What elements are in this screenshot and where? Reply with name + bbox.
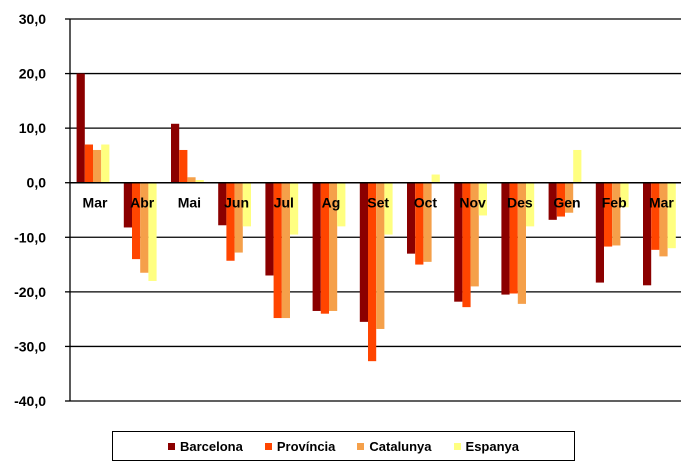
bar-barcelona-mar: [643, 182, 652, 286]
bar-catalunya-jun: [234, 182, 243, 253]
bar-barcelona-mai: [171, 123, 180, 183]
legend-item: Espanya: [453, 438, 520, 454]
bar-espanya-abr: [148, 182, 157, 281]
y-tick-label: 10,0: [19, 120, 46, 136]
bar-província-jun: [226, 182, 235, 261]
bar-barcelona-feb: [595, 182, 604, 283]
bar-província-gen: [556, 182, 565, 217]
y-tick-label: -20,0: [14, 284, 46, 300]
bar-barcelona-abr: [123, 182, 132, 228]
legend-label: Província: [276, 438, 336, 454]
x-tick-label: Mai: [178, 195, 201, 211]
y-tick-label: 30,0: [19, 11, 46, 27]
bar-barcelona-jun: [218, 182, 227, 226]
legend-item: Província: [264, 438, 336, 454]
bar-espanya-mar: [101, 144, 110, 183]
bar-barcelona-oct: [407, 182, 416, 254]
x-tick-label: Feb: [602, 195, 627, 211]
legend-swatch: [167, 442, 175, 450]
x-axis-ticks: Mar Abr Mai Jun Jul Ag Set Oct Nov Des Gen Feb Mar: [83, 195, 675, 211]
bar-espanya-des: [526, 182, 535, 227]
bar-catalunya-jul: [281, 182, 290, 319]
bar-província-oct: [415, 182, 424, 265]
bar-espanya-mar: [667, 182, 676, 249]
axes: [69, 19, 681, 401]
bar-barcelona-mar: [76, 73, 85, 183]
y-axis-ticks: 30,0 20,0 10,0 0,0 -10,0 -20,0 -30,0 -40,0: [14, 11, 70, 409]
bar-província-abr: [132, 182, 141, 260]
bar-catalunya-mar: [659, 182, 668, 257]
bar-catalunya-des: [517, 182, 526, 304]
bar-catalunya-mai: [187, 177, 196, 183]
x-tick-label: Jun: [224, 195, 249, 211]
bar-espanya-gen: [573, 149, 582, 183]
bar-espanya-oct: [431, 174, 440, 183]
bar-barcelona-gen: [548, 182, 557, 220]
bar-espanya-nov: [478, 182, 487, 216]
legend-label: Espanya: [465, 438, 520, 454]
legend-swatch: [264, 442, 272, 450]
bar-catalunya-gen: [565, 182, 574, 213]
bar-barcelona-ag: [312, 182, 321, 311]
bar-província-des: [509, 182, 518, 294]
bars: [76, 73, 676, 362]
x-tick-label: Ag: [322, 195, 341, 211]
y-tick-label: 0,0: [27, 175, 47, 191]
bar-espanya-jun: [242, 182, 251, 227]
legend-label: Barcelona: [179, 438, 243, 454]
bar-catalunya-feb: [612, 182, 621, 246]
bar-província-jul: [273, 182, 282, 319]
bar-catalunya-oct: [423, 182, 432, 262]
bar-barcelona-des: [501, 182, 510, 295]
bar-catalunya-set: [376, 182, 385, 329]
x-tick-label: Gen: [553, 195, 580, 211]
legend-item: Barcelona: [167, 438, 243, 454]
bar-espanya-ag: [337, 182, 346, 227]
x-tick-label: Mar: [83, 195, 108, 211]
x-tick-label: Des: [507, 195, 533, 211]
legend-swatch: [453, 442, 461, 450]
bar-espanya-jul: [290, 182, 299, 235]
y-tick-label: -30,0: [14, 338, 46, 354]
bar-província-mar: [84, 144, 93, 183]
bar-catalunya-ag: [329, 182, 338, 311]
x-tick-label: Set: [367, 195, 389, 211]
bar-espanya-feb: [620, 182, 629, 208]
legend-swatch: [357, 442, 365, 450]
bar-província-mai: [179, 149, 188, 183]
bar-barcelona-jul: [265, 182, 274, 276]
legend-item: Catalunya: [357, 438, 432, 454]
y-tick-label: 20,0: [19, 66, 46, 82]
bar-catalunya-mar: [93, 149, 102, 183]
bar-barcelona-set: [359, 182, 368, 322]
y-tick-label: -10,0: [14, 229, 46, 245]
bar-província-mar: [651, 182, 660, 250]
x-tick-label: Nov: [459, 195, 486, 211]
bar-catalunya-nov: [470, 182, 479, 287]
bar-província-ag: [320, 182, 329, 314]
x-tick-label: Mar: [649, 195, 674, 211]
legend: Barcelona Província Catalunya Espanya: [112, 431, 575, 461]
bar-província-set: [368, 182, 377, 362]
y-tick-label: -40,0: [14, 393, 46, 409]
bar-catalunya-abr: [140, 182, 149, 273]
bar-barcelona-nov: [454, 182, 463, 302]
bar-província-nov: [462, 182, 471, 308]
x-tick-label: Jul: [274, 195, 294, 211]
legend-label: Catalunya: [369, 438, 432, 454]
bar-província-feb: [604, 182, 613, 247]
x-tick-label: Abr: [130, 195, 155, 211]
bar-espanya-mai: [195, 179, 204, 183]
x-tick-label: Oct: [414, 195, 438, 211]
bar-chart: 30,0 20,0 10,0 0,0 -10,0 -20,0 -30,0 -40,0 Mar A…: [14, 11, 681, 409]
bar-espanya-set: [384, 182, 393, 235]
